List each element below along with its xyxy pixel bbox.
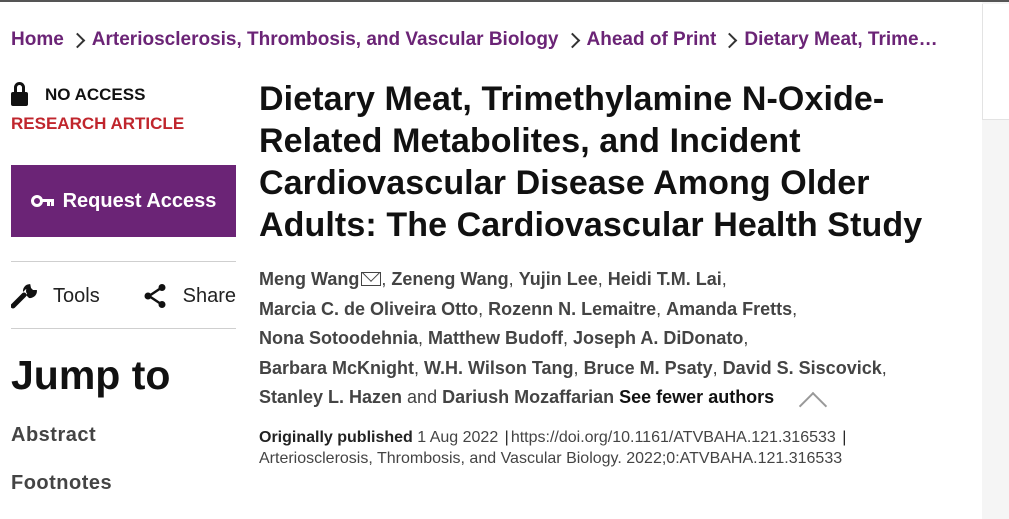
lock-icon bbox=[11, 82, 28, 108]
author-separator: , bbox=[508, 269, 519, 289]
breadcrumb-ahead-of-print[interactable]: Ahead of Print bbox=[586, 29, 717, 50]
author-list: Meng Wang, Zeneng Wang, Yujin Lee, Heidi… bbox=[259, 265, 969, 413]
access-status: NO ACCESS bbox=[11, 78, 236, 112]
author-link[interactable]: W.H. Wilson Tang bbox=[424, 357, 574, 378]
share-label: Share bbox=[182, 284, 236, 307]
article-type-label: RESEARCH ARTICLE bbox=[11, 114, 185, 133]
article-sidebar: NO ACCESS RESEARCH ARTICLE Request Acces… bbox=[11, 78, 236, 494]
author-separator: , bbox=[721, 269, 727, 289]
author-link[interactable]: Rozenn N. Lemaitre bbox=[488, 298, 657, 319]
author-separator: , bbox=[573, 357, 584, 378]
author-link[interactable]: Marcia C. de Oliveira Otto bbox=[259, 298, 479, 319]
author-link[interactable]: Amanda Fretts bbox=[666, 298, 793, 319]
author-link[interactable]: Yujin Lee bbox=[518, 269, 598, 289]
chevron-right-icon bbox=[716, 30, 744, 50]
author-link[interactable]: Meng Wang bbox=[259, 269, 360, 289]
published-label: Originally published bbox=[259, 428, 413, 446]
article-title: Dietary Meat, Trimethylamine N-Oxide-Rel… bbox=[259, 80, 923, 244]
author-link[interactable]: Dariush Mozaffarian bbox=[442, 387, 615, 408]
key-icon bbox=[30, 194, 55, 208]
chevron-right-icon bbox=[64, 30, 92, 50]
author-link[interactable]: Matthew Budoff bbox=[428, 328, 563, 349]
author-separator: , bbox=[792, 298, 798, 319]
mail-icon[interactable] bbox=[361, 272, 382, 286]
author-link[interactable]: Barbara McKnight bbox=[259, 357, 415, 378]
breadcrumb-home[interactable]: Home bbox=[11, 29, 64, 50]
chevron-up-icon[interactable] bbox=[798, 391, 824, 407]
author-separator: , bbox=[656, 298, 667, 319]
page-scrollbar[interactable] bbox=[982, 2, 1009, 519]
tools-button[interactable]: Tools bbox=[11, 282, 100, 310]
author-separator: , bbox=[381, 269, 392, 289]
breadcrumb: Home Arteriosclerosis, Thrombosis, and V… bbox=[11, 27, 971, 53]
separator-bar: | bbox=[504, 428, 509, 446]
separator-bar: | bbox=[842, 428, 847, 446]
author-separator: , bbox=[418, 328, 429, 349]
sidebar-divider bbox=[11, 328, 236, 329]
author-separator: , bbox=[743, 328, 749, 349]
author-separator: , bbox=[597, 269, 608, 289]
request-access-button[interactable]: Request Access bbox=[11, 165, 236, 237]
author-link[interactable]: Nona Sotoodehnia bbox=[259, 328, 418, 349]
chevron-right-icon bbox=[559, 30, 587, 50]
author-link[interactable]: Zeneng Wang bbox=[391, 269, 509, 289]
window-top-border bbox=[0, 0, 1009, 2]
article-header: Dietary Meat, Trimethylamine N-Oxide-Rel… bbox=[259, 78, 969, 469]
publication-info: Originally published 1 Aug 2022 | https:/… bbox=[259, 427, 969, 469]
wrench-icon bbox=[11, 283, 37, 309]
share-button[interactable]: Share bbox=[143, 283, 236, 309]
jump-to-heading: Jump to bbox=[11, 352, 171, 398]
author-link[interactable]: Joseph A. DiDonato bbox=[573, 328, 744, 349]
author-separator: , bbox=[712, 357, 723, 378]
author-and: and bbox=[402, 387, 443, 408]
author-separator: , bbox=[563, 328, 574, 349]
breadcrumb-journal[interactable]: Arteriosclerosis, Thrombosis, and Vascul… bbox=[91, 29, 559, 50]
jump-link-abstract[interactable]: Abstract bbox=[11, 424, 97, 446]
sidebar-divider bbox=[11, 261, 236, 262]
doi-link[interactable]: https://doi.org/10.1161/ATVBAHA.121.3165… bbox=[510, 428, 836, 446]
see-fewer-authors-button[interactable]: See fewer authors bbox=[619, 387, 775, 408]
author-separator: , bbox=[881, 357, 887, 378]
share-icon bbox=[144, 284, 166, 308]
published-date: 1 Aug 2022 bbox=[417, 428, 499, 446]
jump-link-footnotes[interactable]: Footnotes bbox=[11, 472, 113, 494]
author-link[interactable]: Stanley L. Hazen bbox=[259, 387, 403, 408]
author-link[interactable]: David S. Siscovick bbox=[722, 357, 882, 378]
breadcrumb-current-article: Dietary Meat, Trime… bbox=[744, 29, 938, 50]
request-access-label: Request Access bbox=[62, 189, 217, 212]
author-separator: , bbox=[478, 298, 489, 319]
author-separator: , bbox=[414, 357, 425, 378]
scrollbar-thumb[interactable] bbox=[982, 4, 1009, 120]
citation-text: Arteriosclerosis, Thrombosis, and Vascul… bbox=[259, 449, 843, 467]
tools-label: Tools bbox=[53, 284, 100, 307]
access-label: NO ACCESS bbox=[45, 85, 146, 104]
author-link[interactable]: Bruce M. Psaty bbox=[583, 357, 713, 378]
tools-share-row: Tools Share bbox=[11, 276, 236, 316]
author-link[interactable]: Heidi T.M. Lai bbox=[607, 269, 722, 289]
